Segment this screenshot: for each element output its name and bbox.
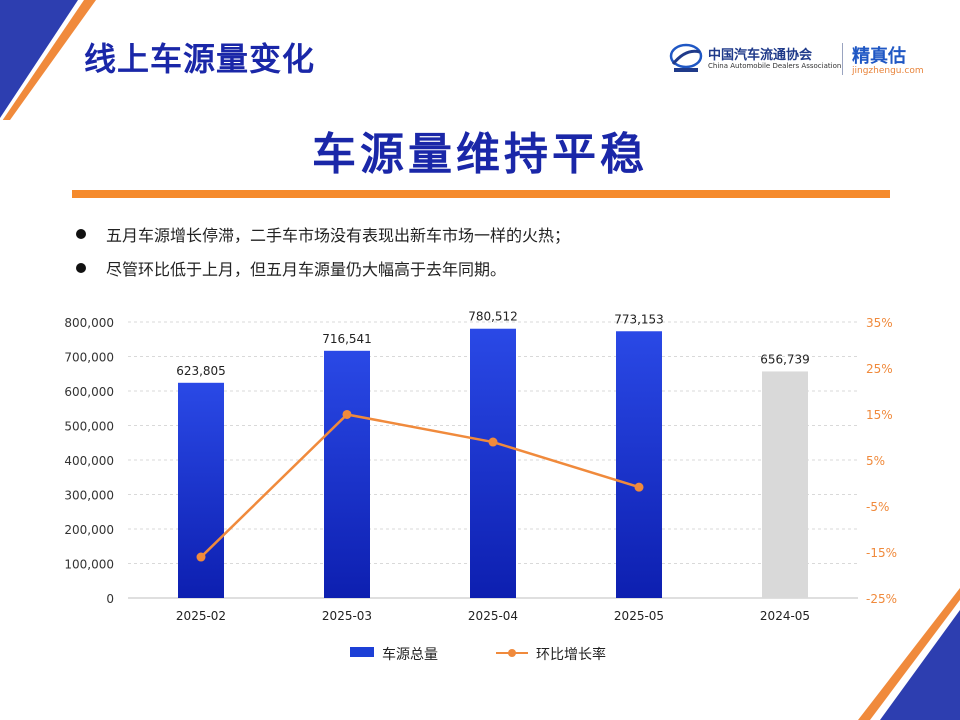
bar [470,328,516,598]
x-tick-label: 2024-05 [760,609,810,623]
brand-url: jingzhengu.com [852,66,924,76]
growth-point [488,437,498,447]
x-tick-label: 2025-03 [322,609,372,623]
y-left-tick-label: 800,000 [64,316,114,330]
growth-line [200,413,640,558]
y-right-tick-label: 25% [866,362,893,376]
legend-label-growth: 环比增长率 [536,647,606,663]
bar-value-label: 773,153 [614,312,664,326]
bar [324,350,370,598]
bar [616,331,662,598]
y-right-tick-label: -5% [866,500,889,514]
bar-value-label: 780,512 [468,310,518,324]
corner-decoration-bottom-right [858,588,960,720]
bullet-text: 五月车源增长停滞，二手车市场没有表现出新车市场一样的火热； [106,226,571,245]
y-right-tick-label: -25% [866,592,897,606]
label-layer: 0 100,000 200,000 300,000 400,000 500,000 600,… [64,310,897,623]
y-left-tick-label: 100,000 [64,558,114,572]
grid-layer [128,321,858,599]
corner-decoration-top-left [0,0,96,120]
y-left-tick-label: 500,000 [64,420,114,434]
x-tick-label: 2025-05 [614,609,664,623]
y-right-tick-label: 35% [866,316,893,330]
x-tick-label: 2025-02 [176,609,226,623]
legend-bar-swatch [350,647,374,657]
growth-point [342,409,352,419]
logo-area: 中国汽车流通协会 China Automobile Dealers Associ… [668,40,938,80]
y-left-tick-label: 700,000 [64,351,114,365]
headline: 车源量维持平稳 [312,129,648,180]
legend-dot-swatch [508,649,516,657]
y-left-tick-label: 400,000 [64,454,114,468]
cada-logo-icon [669,43,703,72]
x-tick-label: 2025-04 [468,609,518,623]
bar-layer [178,328,808,598]
y-left-tick-label: 300,000 [64,489,114,503]
bar [762,371,808,598]
y-left-tick-label: 600,000 [64,385,114,399]
logo-divider [842,43,843,75]
bar-value-label: 623,805 [176,364,226,378]
bar-value-label: 716,541 [322,332,372,346]
y-right-tick-label: 5% [866,454,885,468]
bar-value-label: 656,739 [760,352,810,366]
association-name: 中国汽车流通协会 [708,48,813,63]
bullet-dot-icon [76,263,86,273]
y-right-tick-label: 15% [866,408,893,422]
bullet-dot-icon [76,229,86,239]
association-name-en: China Automobile Dealers Association [708,62,842,70]
headline-divider [72,190,890,198]
volume-chart: 0 100,000 200,000 300,000 400,000 500,000 600,… [64,310,897,623]
legend-label-volume: 车源总量 [382,647,438,663]
page-title: 线上车源量变化 [84,40,316,78]
growth-point [634,482,644,492]
line-layer [196,409,644,562]
brand-name: 精真估 [852,46,906,67]
bar [178,382,224,598]
y-right-tick-label: -15% [866,546,897,560]
y-left-tick-label: 0 [106,592,114,606]
growth-point [196,552,206,562]
y-left-tick-label: 200,000 [64,523,114,537]
bullet-text: 尽管环比低于上月，但五月车源量仍大幅高于去年同期。 [106,260,507,279]
